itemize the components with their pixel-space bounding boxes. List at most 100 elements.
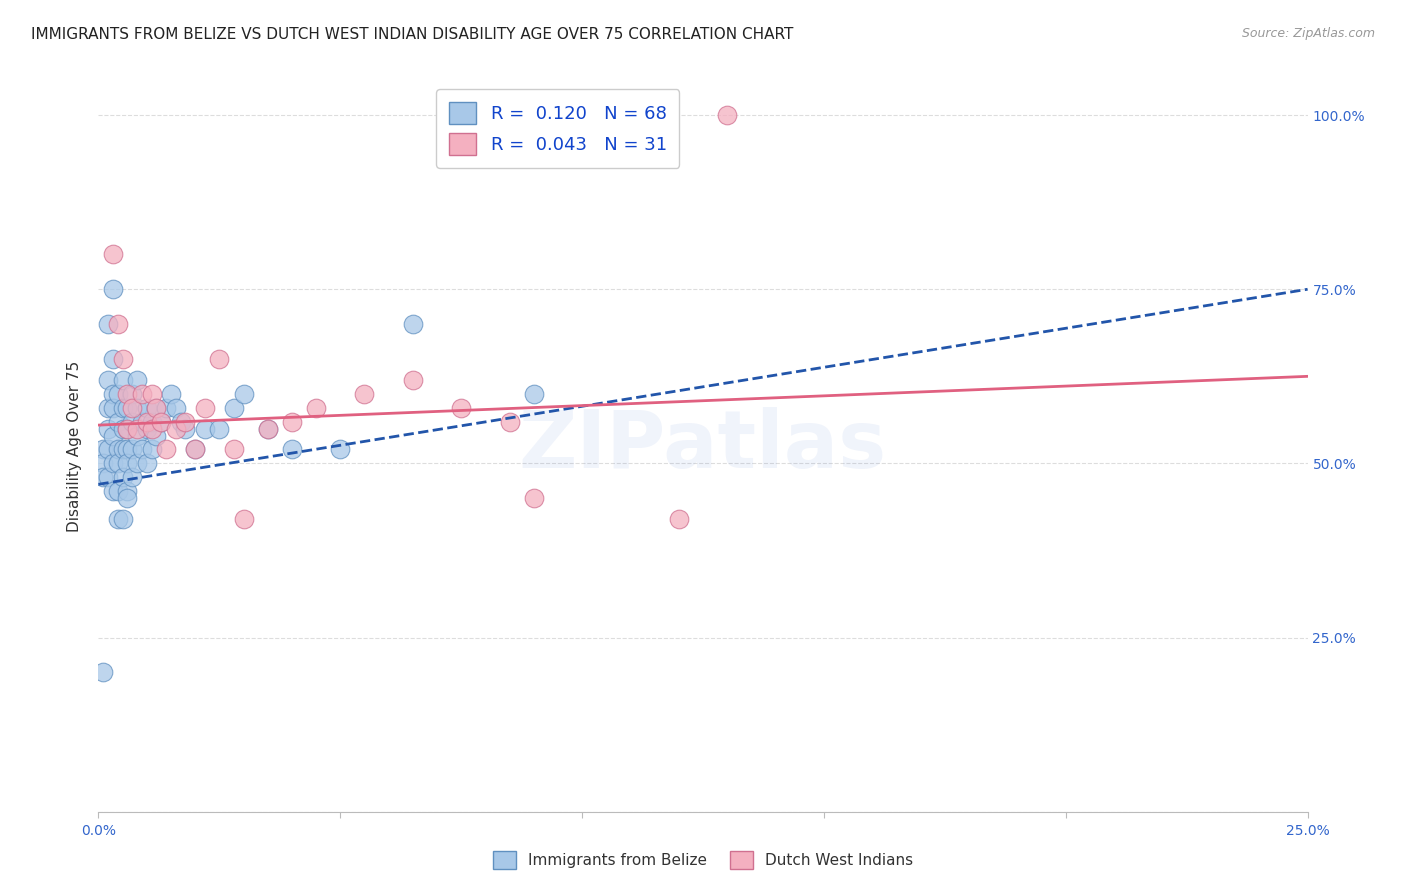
Point <box>135 457 157 471</box>
Point <box>107 317 129 331</box>
Point <box>117 442 139 457</box>
Point <box>523 386 546 401</box>
Point <box>101 282 124 296</box>
Point <box>135 415 157 429</box>
Point <box>165 421 187 435</box>
Legend: Immigrants from Belize, Dutch West Indians: Immigrants from Belize, Dutch West India… <box>486 845 920 875</box>
Point <box>101 457 124 471</box>
Point <box>101 484 124 499</box>
Point <box>305 401 328 415</box>
Point <box>91 665 114 680</box>
Point <box>97 373 120 387</box>
Point <box>107 386 129 401</box>
Point <box>101 428 124 442</box>
Point <box>155 401 177 415</box>
Point <box>160 386 183 401</box>
Point <box>208 351 231 366</box>
Point <box>141 442 163 457</box>
Point <box>121 415 143 429</box>
Point <box>131 442 153 457</box>
Point <box>117 421 139 435</box>
Point <box>145 428 167 442</box>
Point <box>127 373 149 387</box>
Point <box>222 401 245 415</box>
Point <box>127 421 149 435</box>
Point <box>329 442 352 457</box>
Point <box>208 421 231 435</box>
Point <box>101 351 124 366</box>
Point <box>402 317 425 331</box>
Point <box>281 415 304 429</box>
Point <box>716 108 738 122</box>
Point <box>174 415 197 429</box>
Point <box>155 442 177 457</box>
Point <box>121 442 143 457</box>
Point <box>135 401 157 415</box>
Point <box>117 386 139 401</box>
Point <box>97 470 120 484</box>
Point <box>150 415 173 429</box>
Point <box>141 415 163 429</box>
Point <box>107 484 129 499</box>
Point <box>232 386 254 401</box>
Point <box>101 386 124 401</box>
Point <box>97 442 120 457</box>
Point <box>91 442 114 457</box>
Point <box>184 442 207 457</box>
Point <box>450 401 472 415</box>
Point <box>194 401 217 415</box>
Point <box>97 401 120 415</box>
Point <box>194 421 217 435</box>
Point <box>91 470 114 484</box>
Point <box>402 373 425 387</box>
Point <box>668 512 690 526</box>
Point <box>111 512 134 526</box>
Point <box>117 491 139 506</box>
Point <box>127 401 149 415</box>
Point <box>107 442 129 457</box>
Point <box>232 512 254 526</box>
Point <box>141 386 163 401</box>
Text: Source: ZipAtlas.com: Source: ZipAtlas.com <box>1241 27 1375 40</box>
Point <box>111 351 134 366</box>
Point <box>498 415 520 429</box>
Text: IMMIGRANTS FROM BELIZE VS DUTCH WEST INDIAN DISABILITY AGE OVER 75 CORRELATION C: IMMIGRANTS FROM BELIZE VS DUTCH WEST IND… <box>31 27 793 42</box>
Point <box>111 421 134 435</box>
Point <box>107 415 129 429</box>
Point <box>107 457 129 471</box>
Point <box>281 442 304 457</box>
Point <box>117 457 139 471</box>
Point <box>107 512 129 526</box>
Point <box>127 428 149 442</box>
Point <box>141 421 163 435</box>
Point <box>256 421 278 435</box>
Point <box>131 415 153 429</box>
Point <box>145 401 167 415</box>
Point <box>256 421 278 435</box>
Point <box>97 421 120 435</box>
Point <box>111 442 134 457</box>
Point <box>127 457 149 471</box>
Point <box>121 470 143 484</box>
Point <box>101 401 124 415</box>
Point <box>353 386 375 401</box>
Point <box>121 401 143 415</box>
Point <box>131 386 153 401</box>
Y-axis label: Disability Age Over 75: Disability Age Over 75 <box>67 360 83 532</box>
Point <box>174 421 197 435</box>
Point <box>222 442 245 457</box>
Point <box>523 491 546 506</box>
Point <box>111 373 134 387</box>
Point <box>117 401 139 415</box>
Point <box>135 421 157 435</box>
Point <box>101 247 124 261</box>
Point <box>97 317 120 331</box>
Point <box>145 401 167 415</box>
Point <box>169 415 191 429</box>
Point <box>117 484 139 499</box>
Point <box>121 386 143 401</box>
Point <box>165 401 187 415</box>
Point <box>91 457 114 471</box>
Point <box>150 415 173 429</box>
Text: ZIPatlas: ZIPatlas <box>519 407 887 485</box>
